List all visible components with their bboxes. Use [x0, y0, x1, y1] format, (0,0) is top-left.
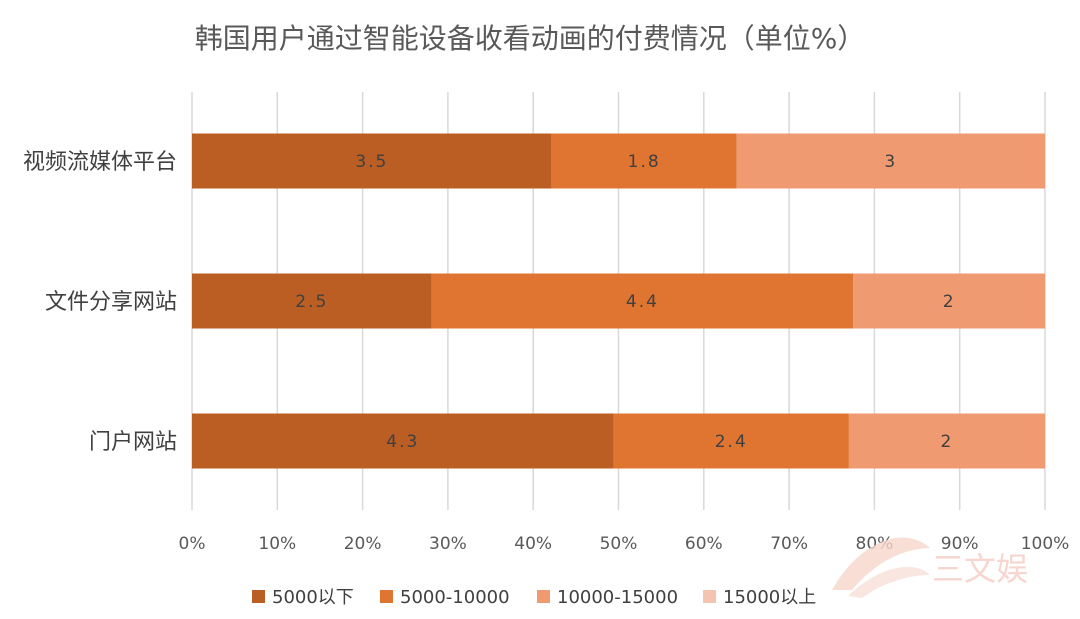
data-label: 4.3 — [386, 432, 419, 452]
x-tick-label: 70% — [770, 534, 808, 554]
data-label: 2.5 — [295, 292, 328, 312]
bar-segment — [853, 273, 1045, 329]
watermark-logo-icon — [832, 537, 930, 590]
bar-segment — [736, 133, 1045, 189]
data-label: 2 — [941, 432, 954, 452]
data-label: 2.4 — [715, 432, 748, 452]
data-labels: 3.5 1.8 3 2.5 4.4 2 4.3 2.4 2 — [295, 152, 956, 452]
bar-segment — [192, 413, 614, 469]
chart-title: 韩国用户通过智能设备收看动画的付费情况（单位%） — [195, 22, 866, 55]
x-tick-label: 50% — [600, 534, 638, 554]
data-label: 3.5 — [355, 152, 388, 172]
category-label: 门户网站 — [89, 430, 177, 455]
category-label: 视频流媒体平台 — [23, 150, 177, 175]
legend-swatch — [380, 590, 393, 603]
x-tick-label: 30% — [429, 534, 467, 554]
x-tick-labels: 0% 10% 20% 30% 40% 50% 60% 70% 80% 90% 100% — [179, 534, 1070, 554]
legend-label: 15000以上 — [723, 587, 816, 608]
x-tick-label: 90% — [941, 534, 979, 554]
category-label: 文件分享网站 — [45, 290, 177, 315]
data-label: 2 — [943, 292, 956, 312]
bar-segment — [192, 133, 552, 189]
watermark-logo-icon-2 — [848, 566, 930, 598]
bar-segment — [848, 413, 1045, 469]
x-tick-label: 0% — [179, 534, 206, 554]
x-tick-label: 40% — [514, 534, 552, 554]
x-tick-label: 10% — [258, 534, 296, 554]
bar-segment — [551, 133, 737, 189]
data-label: 1.8 — [628, 152, 661, 172]
data-label: 4.4 — [626, 292, 659, 312]
bar-segment — [192, 273, 432, 329]
legend-swatch — [703, 590, 716, 603]
watermark: 三文娱 — [832, 537, 1028, 598]
legend-label: 10000-15000 — [557, 587, 678, 608]
x-tick-label: 60% — [685, 534, 723, 554]
bars — [192, 133, 1045, 469]
bar-segment — [613, 413, 849, 469]
legend: 5000以下 5000-10000 10000-15000 15000以上 — [252, 587, 816, 608]
legend-swatch — [537, 590, 550, 603]
bar-segment — [431, 273, 854, 329]
legend-swatch — [252, 590, 265, 603]
x-tick-label: 100% — [1021, 534, 1070, 554]
data-label: 3 — [884, 152, 897, 172]
legend-label: 5000以下 — [272, 587, 354, 608]
watermark-text: 三文娱 — [932, 550, 1028, 588]
x-tick-label: 20% — [344, 534, 382, 554]
legend-label: 5000-10000 — [400, 587, 510, 608]
